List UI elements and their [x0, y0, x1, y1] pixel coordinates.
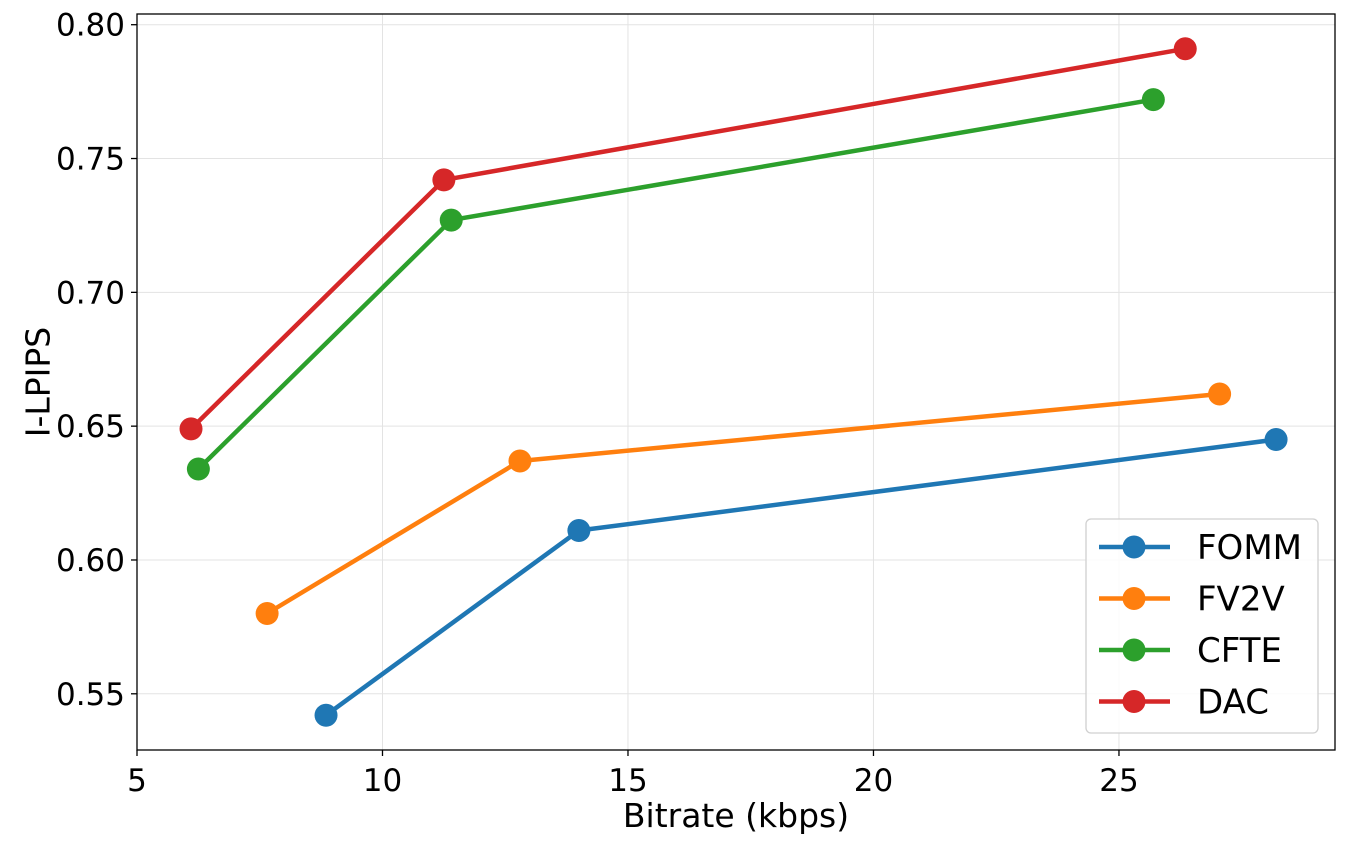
legend-marker — [1122, 690, 1146, 713]
y-tick-label: 0.60 — [56, 543, 125, 579]
y-axis-label: I-LPIPS — [19, 327, 58, 438]
data-point-dac — [1173, 37, 1197, 61]
series-cfte — [186, 88, 1165, 481]
x-tick-label: 5 — [127, 763, 147, 799]
legend-item-fv2v: FV2V — [1099, 580, 1285, 620]
x-tick-label: 15 — [608, 763, 647, 799]
series-group — [179, 37, 1288, 727]
data-point-fomm — [314, 703, 338, 727]
y-tick-label: 0.70 — [56, 275, 125, 311]
data-point-fomm — [1264, 428, 1288, 452]
data-point-cfte — [1141, 88, 1165, 112]
y-tick-label: 0.55 — [56, 677, 125, 713]
data-point-fomm — [567, 519, 591, 543]
series-fomm — [314, 428, 1288, 727]
data-point-fv2v — [508, 449, 532, 473]
legend-label: FV2V — [1197, 580, 1285, 620]
legend-label: DAC — [1197, 683, 1269, 723]
y-tick-label: 0.75 — [56, 142, 125, 178]
y-axis-ticks: 0.55 0.60 0.65 0.70 0.75 0.80 — [56, 8, 137, 713]
legend-label: FOMM — [1197, 528, 1302, 568]
legend-box — [1085, 518, 1319, 734]
x-tick-label: 25 — [1099, 763, 1138, 799]
series-line-fv2v — [264, 391, 1222, 616]
data-point-cfte — [439, 208, 463, 232]
x-tick-label: 20 — [854, 763, 893, 799]
series-fv2v — [255, 382, 1232, 626]
legend-item-dac: DAC — [1099, 683, 1269, 723]
legend-marker — [1122, 587, 1146, 610]
y-tick-label: 0.80 — [56, 8, 125, 44]
data-point-fv2v — [255, 602, 279, 626]
legend-label: CFTE — [1197, 631, 1282, 671]
series-dac — [179, 37, 1197, 441]
data-point-fv2v — [1208, 382, 1232, 406]
data-point-dac — [432, 168, 456, 192]
legend: FOMM FV2V CFTE DAC — [1085, 518, 1319, 734]
legend-item-cfte: CFTE — [1099, 631, 1282, 671]
x-tick-label: 10 — [363, 763, 402, 799]
y-tick-label: 0.65 — [56, 409, 125, 445]
x-axis-label: Bitrate (kbps) — [623, 796, 849, 835]
series-line-dac — [188, 46, 1188, 432]
data-point-cfte — [186, 457, 210, 481]
x-axis-ticks: 5 10 15 20 25 — [127, 750, 1139, 799]
legend-marker — [1122, 638, 1146, 662]
plot-frame — [136, 13, 1336, 751]
legend-item-fomm: FOMM — [1099, 528, 1302, 568]
legend-marker — [1122, 535, 1146, 559]
data-point-dac — [179, 417, 203, 441]
grid — [136, 14, 1335, 750]
